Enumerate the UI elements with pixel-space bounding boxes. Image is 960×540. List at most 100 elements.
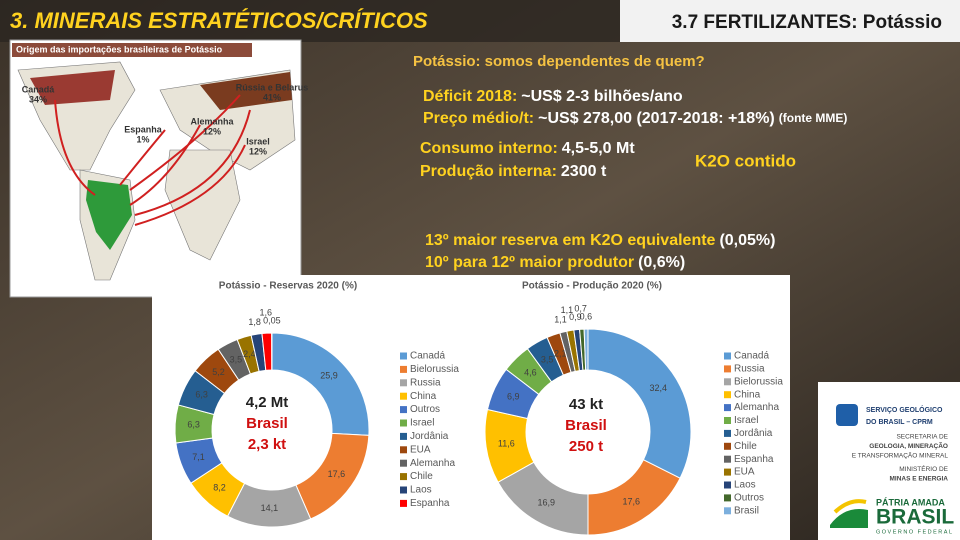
fact-label: Produção interna: — [420, 163, 557, 180]
map-title: Origem das importações brasileiras de Po… — [16, 44, 223, 54]
center-label: 2,3 kt — [248, 436, 286, 453]
fact-label: 13º maior reserva em K2O equivalente — [425, 232, 716, 249]
legend-label: Israel — [734, 415, 758, 426]
map-label: Alemanha — [190, 116, 234, 126]
section: 3.7 FERTILIZANTES: Potássio — [672, 12, 942, 33]
map-label: Espanha — [124, 124, 163, 134]
data-label: 0,9 — [569, 312, 582, 322]
map-label: Canadá — [22, 84, 56, 94]
legend-swatch — [724, 442, 731, 450]
title-band — [0, 0, 620, 42]
legend-label: Alemanha — [410, 458, 455, 469]
data-label: 7,1 — [192, 452, 205, 462]
legend-label: Bielorussia — [734, 376, 783, 387]
legend-label: Outros — [734, 493, 764, 504]
slice — [587, 328, 692, 479]
data-label: 1,1 — [554, 315, 567, 325]
legend-swatch — [724, 352, 731, 360]
center-label: Brasil — [246, 415, 288, 432]
fact: Preço médio/t: ~US$ 278,00 (2017-2018: +1… — [423, 110, 847, 127]
legend-label: Chile — [734, 441, 757, 452]
legend-label: Israel — [410, 418, 434, 429]
center-label: 250 t — [569, 438, 603, 455]
legend-label: Espanha — [410, 498, 450, 509]
center-label: 43 kt — [569, 396, 603, 413]
legend-swatch — [400, 473, 407, 481]
legend-swatch — [400, 392, 407, 400]
data-label: 5,2 — [212, 367, 225, 377]
logo-text: DO BRASIL – CPRM — [866, 419, 933, 426]
data-label: 4,6 — [524, 367, 537, 377]
fact-value: ~US$ 2-3 bilhões/ano — [521, 88, 683, 105]
logo-text: SERVIÇO GEOLÓGICO — [866, 405, 943, 414]
fact: 10º para 12º maior produtor (0,6%) — [425, 254, 685, 271]
fact: 13º maior reserva em K2O equivalente (0,0… — [425, 232, 775, 249]
data-label: 1,6 — [259, 308, 272, 318]
legend-label: Brasil — [734, 505, 759, 516]
data-label: 16,9 — [537, 498, 555, 508]
legend-swatch — [724, 365, 731, 373]
fact: Produção interna: 2300 t — [420, 163, 607, 180]
fact-value: ~US$ 278,00 (2017-2018: +18%) — [538, 110, 775, 127]
legend-swatch — [724, 494, 731, 502]
canada — [30, 70, 115, 105]
fact-value: 2300 t — [561, 163, 607, 180]
legend-label: Russia — [734, 364, 765, 375]
logo-text: GOVERNO FEDERAL — [876, 529, 954, 535]
legend-swatch — [724, 481, 731, 489]
fact-value: 4,5-5,0 Mt — [562, 140, 636, 157]
legend-swatch — [400, 379, 407, 387]
legend-swatch — [400, 352, 407, 360]
chart-title: Potássio - Produção 2020 (%) — [522, 281, 662, 292]
legend-swatch — [724, 429, 731, 437]
title: 3. MINERAIS ESTRATÉTICOS/CRÍTICOS — [10, 8, 428, 33]
fact-label: 10º para 12º maior produtor — [425, 254, 634, 271]
legend-swatch — [400, 406, 407, 414]
fact-label: Déficit 2018: — [423, 88, 517, 105]
russia-belarus — [200, 72, 292, 110]
data-label: 17,6 — [328, 469, 346, 479]
k2o: K2O contido — [695, 151, 796, 170]
center-label: Brasil — [565, 417, 607, 434]
legend-swatch — [724, 468, 731, 476]
logo-text: MINISTÉRIO DE — [899, 464, 948, 473]
fact-label: Preço médio/t: — [423, 110, 534, 127]
logo-text: GEOLOGIA, MINERAÇÃO — [869, 441, 948, 450]
legend-label: Canadá — [410, 351, 445, 362]
section-band — [620, 0, 960, 42]
legend-swatch — [400, 499, 407, 507]
logo-text: MINAS E ENERGIA — [889, 476, 948, 483]
legend-swatch — [400, 446, 407, 454]
data-label: 11,6 — [498, 438, 515, 448]
slice — [583, 328, 589, 371]
gov-icon — [830, 509, 868, 528]
data-label: 0,6 — [580, 311, 593, 321]
legend-label: China — [734, 389, 761, 400]
data-label: 1,1 — [561, 305, 574, 315]
legend-swatch — [724, 378, 731, 386]
legend-swatch — [400, 459, 407, 467]
map-label-value: 12% — [203, 126, 221, 136]
data-label: 3,5 — [230, 355, 243, 365]
brazil — [86, 180, 132, 250]
legend-label: Bielorussia — [410, 364, 459, 375]
legend-label: Espanha — [734, 454, 774, 465]
logo-text: BRASIL — [876, 506, 954, 529]
map-title-band — [12, 43, 252, 57]
legend-swatch — [724, 417, 731, 424]
logo-text: PÁTRIA AMADA — [876, 497, 945, 507]
legend-label: Russia — [410, 377, 441, 388]
chart-title: Potássio - Reservas 2020 (%) — [219, 281, 357, 292]
fact: Déficit 2018: ~US$ 2-3 bilhões/ano — [423, 88, 683, 105]
map-label: Israel — [246, 136, 270, 146]
cprm-icon — [836, 404, 858, 426]
fact-value: (0,6%) — [638, 254, 685, 271]
legend-label: Chile — [410, 471, 433, 482]
legend-label: China — [410, 391, 437, 402]
data-label: 32,4 — [649, 383, 667, 393]
data-label: 6,3 — [195, 390, 208, 400]
data-label: 0,7 — [574, 304, 587, 314]
data-label: 2,1 — [554, 349, 567, 359]
legend-swatch — [400, 432, 407, 440]
